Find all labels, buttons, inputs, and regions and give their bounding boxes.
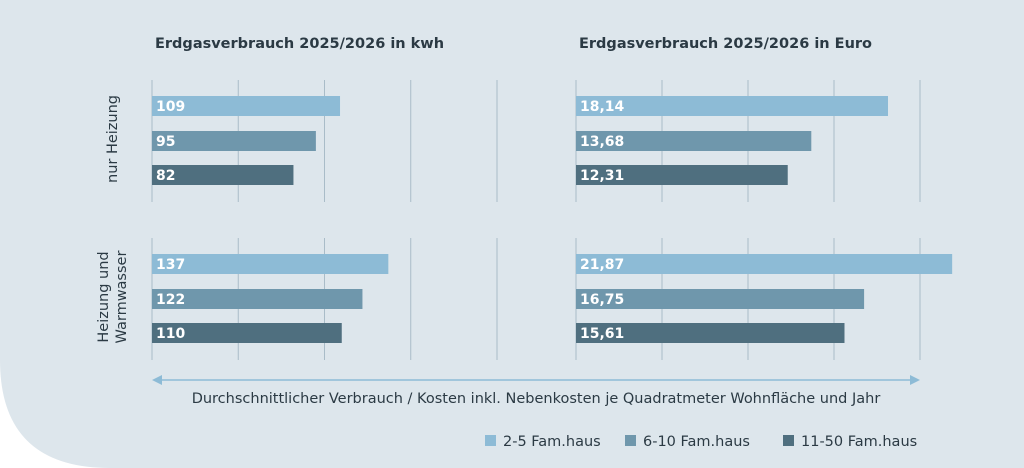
value-label: 137: [156, 257, 185, 273]
row-label: nur Heizung: [105, 95, 121, 183]
row-label: Warmwasser: [114, 251, 130, 344]
bar: [152, 254, 389, 274]
value-label: 122: [156, 292, 185, 308]
bar: [152, 323, 342, 343]
bar: [152, 131, 316, 151]
legend-label: 2-5 Fam.haus: [503, 434, 601, 450]
bar: [576, 254, 953, 274]
bar: [576, 323, 845, 343]
value-label: 12,31: [580, 168, 624, 184]
value-label: 18,14: [580, 99, 625, 115]
bar: [576, 165, 788, 185]
bar: [576, 289, 865, 309]
legend-label: 11-50 Fam.haus: [801, 434, 917, 450]
value-label: 21,87: [580, 257, 624, 273]
row-label: Heizung und: [96, 251, 112, 342]
bar: [152, 289, 363, 309]
x-axis-label: Durchschnittlicher Verbrauch / Kosten in…: [192, 391, 881, 407]
value-label: 16,75: [580, 292, 624, 308]
value-label: 95: [156, 134, 175, 150]
panel-title: Erdgasverbrauch 2025/2026 in kwh: [155, 36, 444, 52]
legend-swatch: [783, 435, 794, 446]
value-label: 13,68: [580, 134, 624, 150]
value-label: 15,61: [580, 326, 624, 342]
value-label: 110: [156, 326, 185, 342]
bar: [576, 96, 889, 116]
bar: [152, 165, 294, 185]
legend-swatch: [625, 435, 636, 446]
value-label: 109: [156, 99, 185, 115]
bar: [152, 96, 341, 116]
value-label: 82: [156, 168, 175, 184]
bar: [576, 131, 812, 151]
panel-title: Erdgasverbrauch 2025/2026 in Euro: [579, 36, 872, 52]
legend-swatch: [485, 435, 496, 446]
legend-label: 6-10 Fam.haus: [643, 434, 750, 450]
